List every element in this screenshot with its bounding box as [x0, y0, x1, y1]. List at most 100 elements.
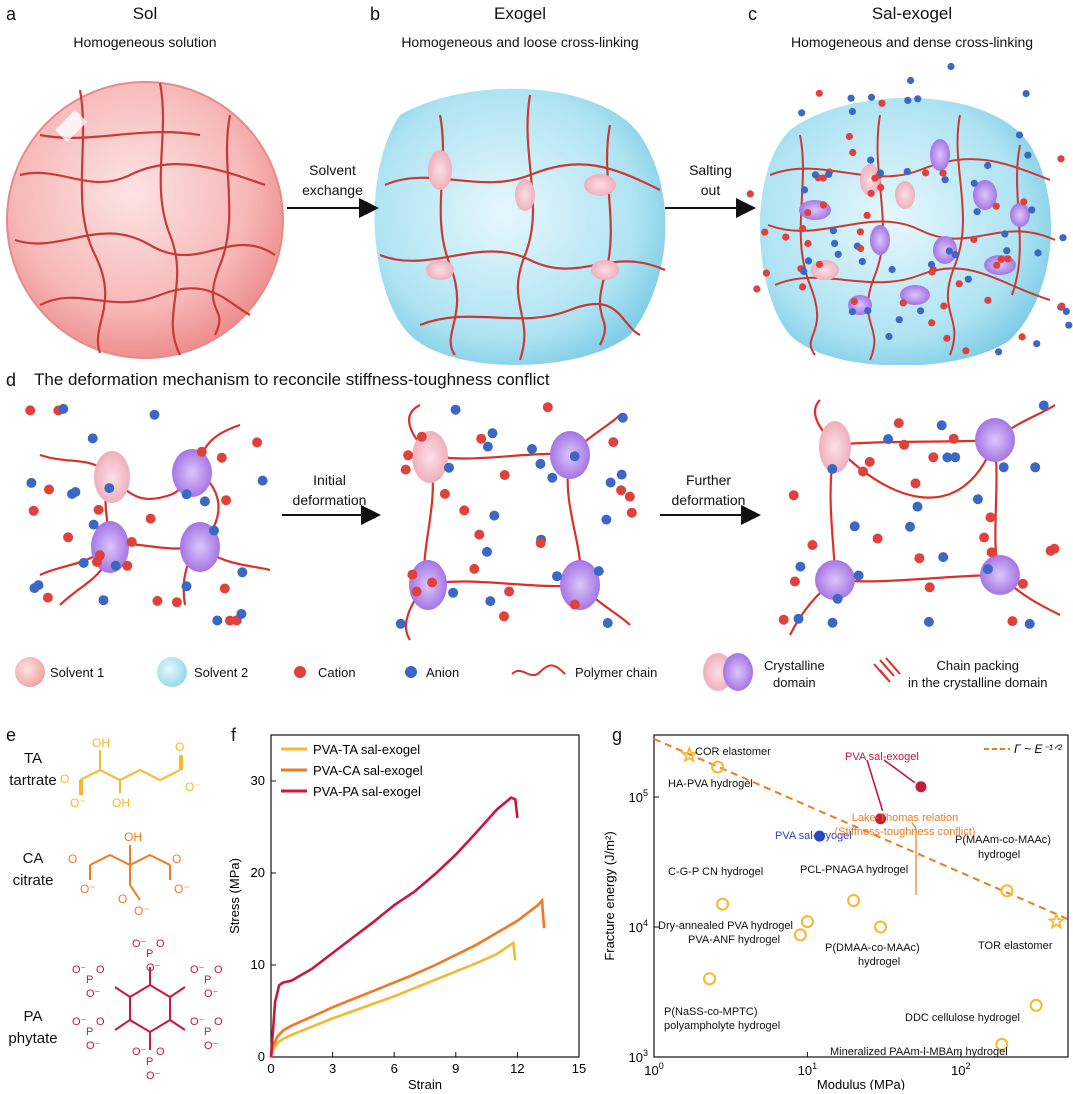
panel-c-title: Sal-exogel — [871, 4, 953, 23]
cation-dot — [962, 347, 970, 355]
anion-dot — [547, 472, 558, 483]
point-label: PVA sal-cryogel — [775, 830, 852, 842]
cation-dot — [439, 488, 450, 499]
tick-label: 101 — [798, 1061, 817, 1078]
cation-dot — [1007, 616, 1018, 627]
data-point — [800, 915, 814, 929]
anion-dot — [938, 552, 949, 563]
anion-dot — [936, 420, 947, 431]
cation-dot — [910, 478, 921, 489]
data-point — [793, 928, 807, 942]
anion-dot — [951, 251, 959, 259]
legend-packing: Chain packing in the crystalline domain — [908, 657, 1047, 691]
cation-dot — [762, 269, 771, 277]
cation-dot — [807, 540, 818, 550]
phytate-o: O — [156, 1046, 165, 1058]
phytate-o-minus: O⁻ — [72, 964, 87, 976]
ca-o-minus-3: O⁻ — [134, 904, 150, 918]
cation-dot — [939, 169, 947, 177]
cation-dot — [940, 302, 948, 310]
cation-dot — [25, 405, 36, 416]
anion-dot — [827, 464, 838, 474]
cation-dot — [44, 484, 54, 495]
legend-polymer: Polymer chain — [575, 665, 658, 680]
ca-name: citrate — [12, 872, 54, 889]
cation-dot — [789, 576, 800, 587]
point-label: DDC cellulose hydrogel — [905, 1012, 1020, 1024]
stress-strain-chart: 0 3 6 9 12 15 0 10 20 30 Strain Stress (MPa) PVA-TA … — [227, 734, 586, 1090]
cation-dot — [535, 538, 546, 549]
lake-thomas-marker — [911, 822, 917, 829]
cation-dot — [928, 452, 939, 463]
arrow-ab-text: Solvent exchange — [290, 160, 375, 200]
cation-dot — [899, 299, 907, 307]
anion-dot — [605, 477, 616, 488]
deformation-state-1 — [39, 423, 271, 606]
plot-frame — [270, 734, 580, 1058]
phytate-o-minus: O⁻ — [86, 988, 101, 1000]
legend-anion: Anion — [426, 665, 460, 680]
cation-dot — [122, 560, 133, 571]
cation-dot — [63, 532, 74, 543]
data-point — [995, 1037, 1009, 1051]
legend-solvent1: Solvent 1 — [50, 665, 105, 680]
panel-d-title: The deformation mechanism to reconcile s… — [34, 370, 550, 389]
anion-dot — [104, 483, 115, 494]
series-line — [269, 796, 519, 1058]
legend-icons — [15, 653, 901, 691]
ta-o-1: O — [60, 772, 69, 786]
arrow-ab-line1: Solvent — [309, 162, 356, 178]
anion-dot — [904, 96, 912, 104]
cation-swatch — [294, 666, 306, 678]
solvent2-swatch — [157, 657, 187, 687]
arrow-d2-line1: Further — [685, 472, 732, 488]
x-tick-label: 0 — [267, 1061, 274, 1076]
phytate-structure — [114, 967, 186, 1050]
data-point-filled — [814, 830, 826, 842]
panel-g-letter: g — [612, 725, 623, 745]
anion-dot — [903, 168, 911, 176]
point-label: polyampholyte hydrogel — [664, 1020, 780, 1032]
anion-dot — [895, 316, 903, 324]
point-label: HA-PVA hydrogel — [668, 778, 753, 790]
arrow-ab-line2: exchange — [302, 182, 363, 198]
ca-o-minus-2: O⁻ — [174, 882, 190, 896]
cation-dot — [427, 577, 438, 588]
phytate-p: P — [86, 974, 93, 986]
panel-a-letter: a — [6, 4, 17, 24]
anion-dot — [858, 257, 866, 266]
cation-dot — [145, 513, 156, 524]
exogel-blob — [374, 88, 666, 365]
data-point — [874, 920, 888, 934]
data-point-star — [680, 745, 699, 763]
anion-dot — [482, 546, 492, 557]
cation-dot — [93, 504, 104, 515]
anion-dot — [804, 257, 813, 265]
ca-oh: OH — [124, 830, 142, 844]
cation-dot — [985, 512, 996, 523]
cation-dot — [608, 437, 619, 448]
phytate-p: P — [146, 948, 153, 960]
anion-dot — [110, 560, 121, 571]
anion-dot — [907, 76, 915, 85]
ta-abbr: TA — [23, 750, 43, 767]
y-axis-label: Stress (MPa) — [227, 858, 242, 934]
series-line — [269, 897, 546, 1058]
ca-o-1: O — [68, 852, 77, 866]
anion-dot — [945, 247, 953, 255]
anion-dot — [1059, 234, 1067, 242]
pa-name: phytate — [8, 1030, 58, 1047]
anion-dot — [58, 403, 69, 414]
anion-dot — [848, 308, 857, 316]
cation-dot — [850, 297, 858, 305]
x-tick-label: 3 — [329, 1061, 336, 1076]
cation-dot — [924, 582, 935, 593]
anion-dot — [827, 617, 838, 628]
cation-dot — [474, 529, 485, 540]
anion-dot — [1034, 249, 1042, 257]
ca-o-minus-1: O⁻ — [80, 882, 96, 896]
anion-dot — [1030, 462, 1041, 473]
ta-name: tartrate — [9, 772, 57, 789]
panel-e-letter: e — [6, 725, 17, 745]
cation-dot — [858, 466, 868, 477]
